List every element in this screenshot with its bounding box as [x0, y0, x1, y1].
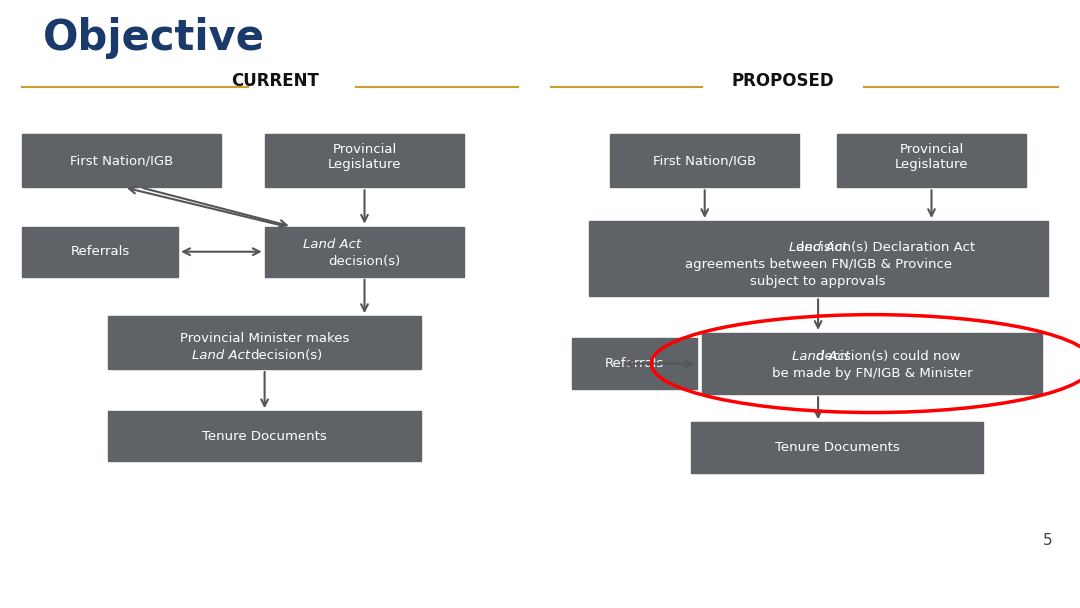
Text: Tenure Documents: Tenure Documents	[774, 441, 900, 454]
Text: Land Act: Land Act	[792, 350, 850, 363]
FancyBboxPatch shape	[572, 339, 697, 389]
FancyBboxPatch shape	[22, 134, 221, 187]
Text: Objective: Objective	[43, 17, 266, 59]
Text: decision(s) Declaration Act: decision(s) Declaration Act	[796, 241, 975, 254]
FancyBboxPatch shape	[108, 316, 421, 369]
Text: Referrals: Referrals	[70, 245, 130, 258]
Text: be made by FN/IGB & Minister: be made by FN/IGB & Minister	[772, 367, 973, 379]
FancyBboxPatch shape	[589, 221, 1048, 297]
Text: Provincial
Legislature: Provincial Legislature	[894, 143, 969, 171]
Text: Provincial Minister makes: Provincial Minister makes	[180, 332, 349, 345]
Text: Tenure Documents: Tenure Documents	[202, 430, 327, 443]
FancyBboxPatch shape	[691, 423, 983, 472]
Text: Provincial
Legislature: Provincial Legislature	[327, 143, 402, 171]
Text: Land Act: Land Act	[303, 238, 361, 252]
Text: PROPOSED: PROPOSED	[731, 72, 835, 90]
Text: decision(s): decision(s)	[251, 349, 322, 362]
FancyBboxPatch shape	[108, 411, 421, 461]
Text: CURRENT: CURRENT	[231, 72, 320, 90]
Text: First Nation/IGB: First Nation/IGB	[70, 154, 173, 168]
FancyBboxPatch shape	[265, 134, 464, 187]
Text: M I N I S T R Y   O F   W A T E R ,   L A N D   A N D   R E S O U R C E   S T E : M I N I S T R Y O F W A T E R , L A N D …	[293, 579, 787, 589]
FancyBboxPatch shape	[702, 333, 1042, 395]
Text: decision(s): decision(s)	[328, 255, 401, 268]
Text: Land Act: Land Act	[192, 349, 251, 362]
Text: First Nation/IGB: First Nation/IGB	[653, 154, 756, 168]
Text: Referrals: Referrals	[605, 357, 664, 370]
FancyBboxPatch shape	[837, 134, 1026, 187]
FancyBboxPatch shape	[610, 134, 799, 187]
Text: 5: 5	[1043, 533, 1053, 548]
Text: subject to approvals: subject to approvals	[751, 275, 886, 288]
FancyBboxPatch shape	[265, 227, 464, 277]
Text: decision(s) could now: decision(s) could now	[815, 350, 960, 363]
Text: agreements between FN/IGB & Province: agreements between FN/IGB & Province	[685, 258, 951, 271]
Text: Land Act: Land Act	[789, 241, 847, 254]
FancyBboxPatch shape	[22, 227, 178, 277]
